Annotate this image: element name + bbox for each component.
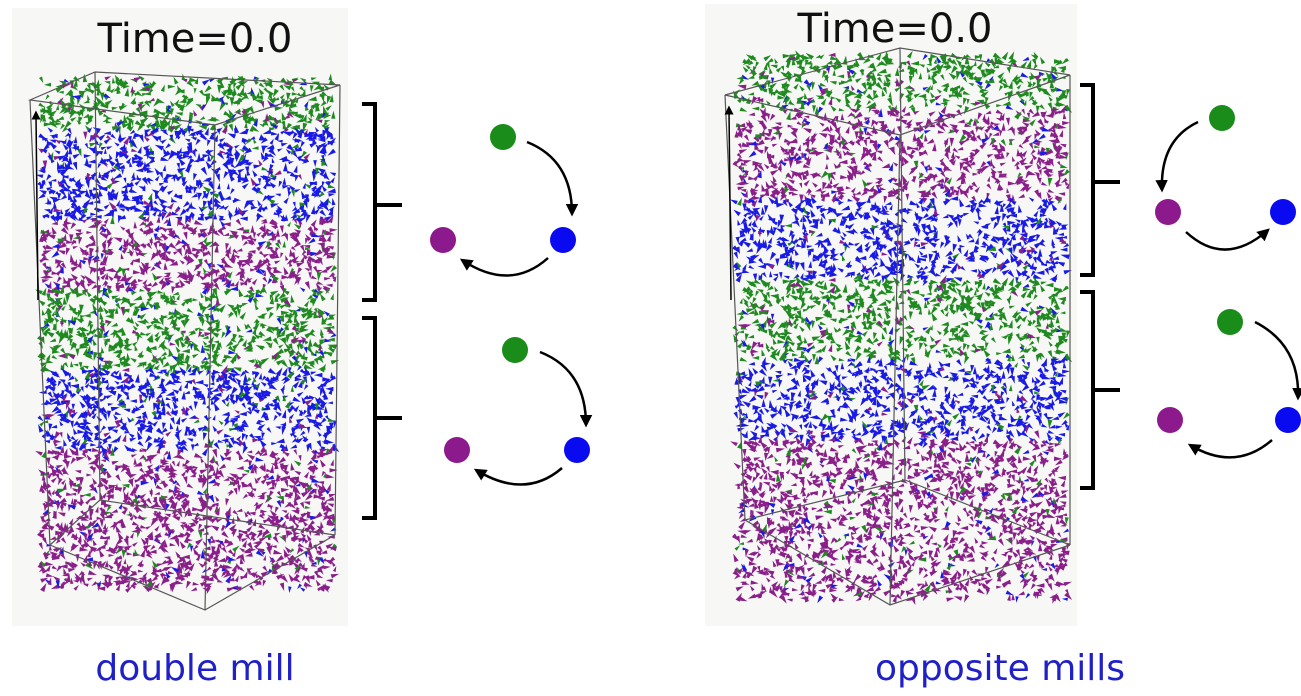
figure: Time=0.0 Time=0.0 double mill opposite m… [0,0,1301,696]
